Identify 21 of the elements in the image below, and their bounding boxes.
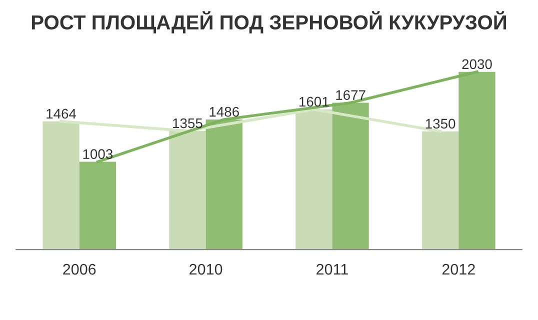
bar <box>422 131 459 250</box>
x-tick-label: 2012 <box>442 264 475 275</box>
data-label: 1003 <box>83 149 113 160</box>
data-label: 1601 <box>299 96 329 107</box>
x-tick-label: 2011 <box>316 264 348 275</box>
data-label: 1464 <box>46 108 76 119</box>
bar <box>42 121 80 250</box>
bar <box>169 130 206 250</box>
data-label: 1486 <box>210 106 239 117</box>
chart-title: РОСТ ПЛОЩАДЕЙ ПОД ЗЕРНОВОЙ КУКУРУЗОЙ <box>32 11 506 34</box>
data-label: 1350 <box>426 118 456 129</box>
data-label: 1355 <box>173 118 202 128</box>
x-tick-label: 2010 <box>190 264 222 275</box>
bar <box>79 162 116 250</box>
x-tick-label: 2006 <box>63 264 96 275</box>
bar <box>206 119 242 250</box>
bar <box>296 109 332 250</box>
bar <box>458 72 496 250</box>
data-label: 2030 <box>462 59 492 70</box>
data-label: 1677 <box>336 90 366 100</box>
bar <box>332 102 369 250</box>
